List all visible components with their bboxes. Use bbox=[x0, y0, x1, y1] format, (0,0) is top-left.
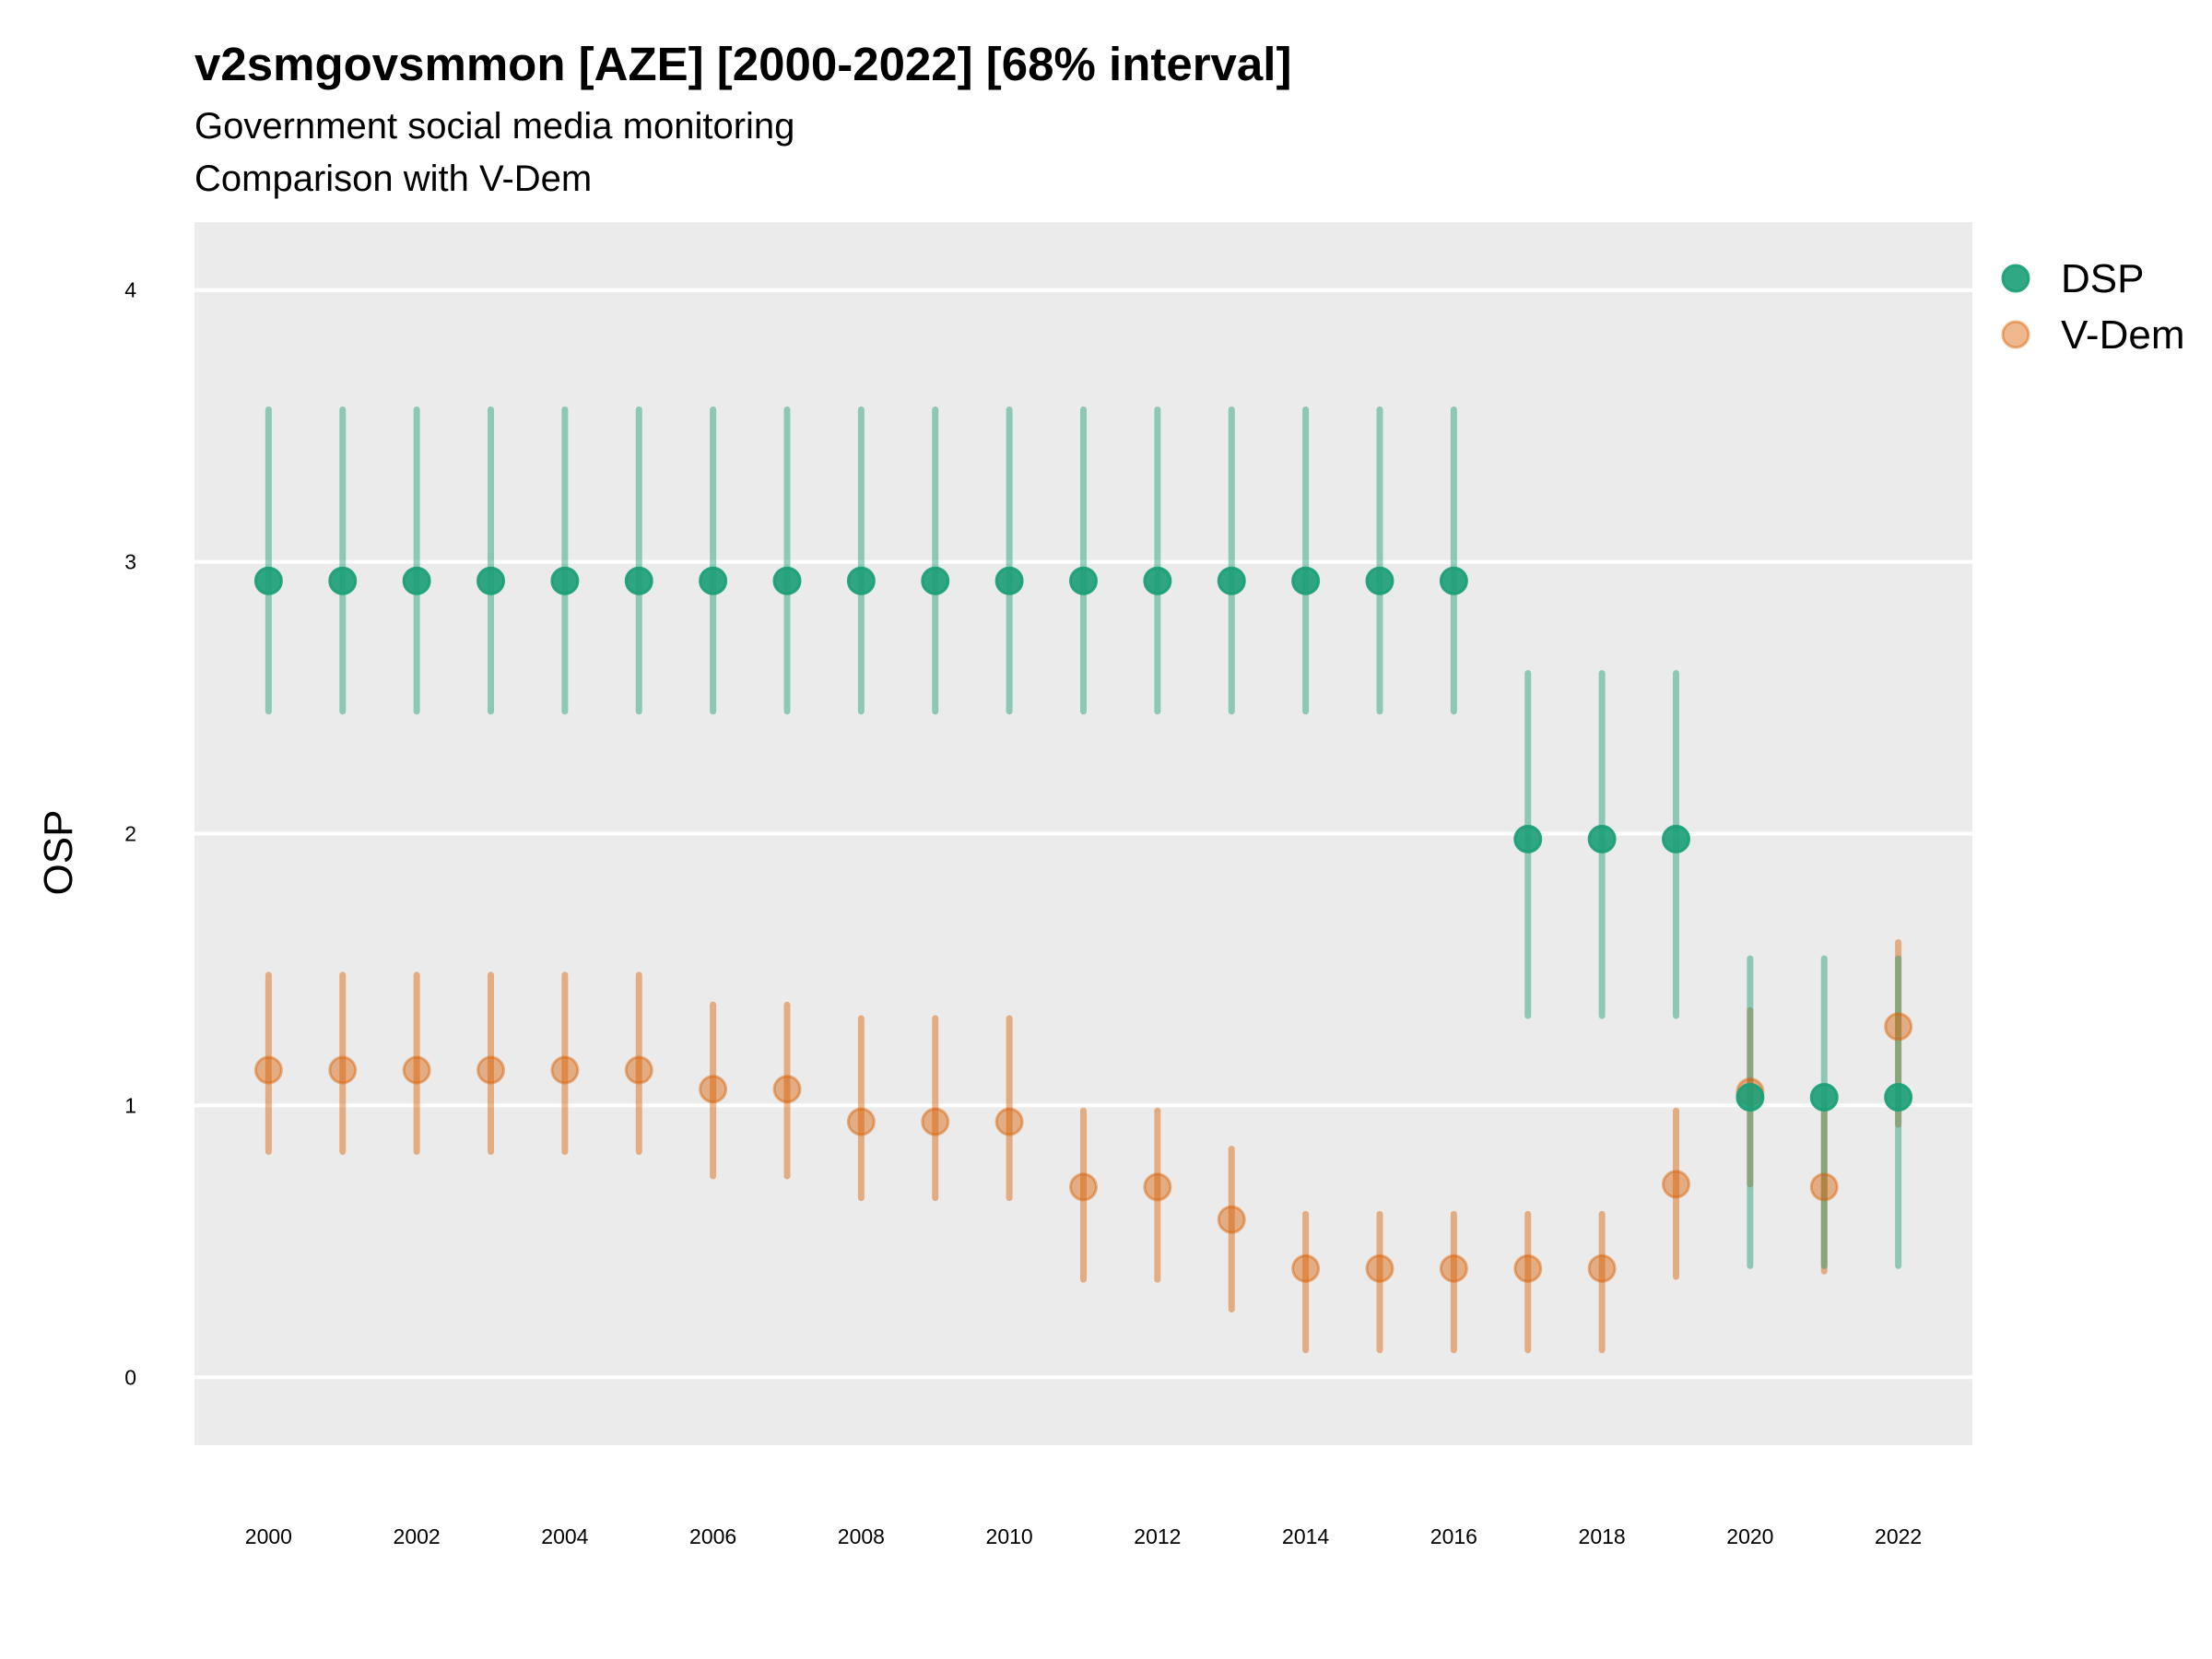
x-tick-label: 2004 bbox=[541, 1524, 588, 1548]
point-v-dem bbox=[772, 1075, 802, 1104]
point-v-dem bbox=[699, 1075, 728, 1104]
legend-key-v-dem bbox=[2001, 320, 2030, 349]
point-dsp bbox=[550, 566, 580, 595]
x-tick-label: 2002 bbox=[394, 1524, 441, 1548]
x-tick-label: 2006 bbox=[689, 1524, 736, 1548]
point-dsp bbox=[477, 566, 505, 595]
point-dsp bbox=[994, 566, 1024, 595]
y-tick-label: 4 bbox=[124, 278, 136, 302]
point-dsp bbox=[772, 566, 802, 595]
y-tick-label: 3 bbox=[124, 550, 136, 574]
x-tick-label: 2018 bbox=[1579, 1524, 1626, 1548]
point-dsp bbox=[1217, 566, 1246, 595]
point-dsp bbox=[1069, 566, 1098, 595]
point-v-dem bbox=[1365, 1253, 1394, 1283]
point-v-dem bbox=[477, 1055, 505, 1085]
point-dsp bbox=[699, 566, 728, 595]
x-tick-label: 2014 bbox=[1282, 1524, 1329, 1548]
point-dsp bbox=[1365, 566, 1394, 595]
point-dsp bbox=[1513, 824, 1543, 853]
y-tick-label: 2 bbox=[124, 822, 136, 846]
point-v-dem bbox=[1439, 1253, 1468, 1283]
chart-subtitle: Government social media monitoring bbox=[194, 106, 795, 147]
x-tick-label: 2022 bbox=[1875, 1524, 1922, 1548]
point-v-dem bbox=[1217, 1205, 1246, 1234]
point-dsp bbox=[921, 566, 950, 595]
y-tick-label: 1 bbox=[124, 1093, 136, 1117]
point-v-dem bbox=[328, 1055, 358, 1085]
point-dsp bbox=[1291, 566, 1321, 595]
y-tick-label: 0 bbox=[124, 1365, 136, 1389]
point-v-dem bbox=[921, 1107, 950, 1136]
point-v-dem bbox=[1069, 1172, 1098, 1202]
point-dsp bbox=[1587, 824, 1617, 853]
point-dsp bbox=[1809, 1083, 1839, 1112]
point-v-dem bbox=[994, 1107, 1024, 1136]
point-dsp bbox=[402, 566, 431, 595]
x-tick-label: 2016 bbox=[1430, 1524, 1477, 1548]
point-dsp bbox=[1439, 566, 1468, 595]
point-dsp bbox=[624, 566, 653, 595]
point-dsp bbox=[1884, 1083, 1913, 1112]
x-tick-label: 2020 bbox=[1726, 1524, 1773, 1548]
point-dsp bbox=[1662, 824, 1690, 853]
point-v-dem bbox=[846, 1107, 876, 1136]
point-v-dem bbox=[624, 1055, 653, 1085]
point-v-dem bbox=[1513, 1253, 1543, 1283]
x-tick-label: 2008 bbox=[838, 1524, 885, 1548]
point-dsp bbox=[1143, 566, 1172, 595]
point-v-dem bbox=[402, 1055, 431, 1085]
point-v-dem bbox=[1662, 1170, 1690, 1199]
point-dsp bbox=[253, 566, 283, 595]
point-v-dem bbox=[1143, 1172, 1172, 1202]
x-tick-label: 2012 bbox=[1134, 1524, 1181, 1548]
point-v-dem bbox=[253, 1055, 283, 1085]
point-dsp bbox=[846, 566, 876, 595]
legend-label: V-Dem bbox=[2061, 312, 2184, 358]
point-dsp bbox=[328, 566, 358, 595]
point-v-dem bbox=[1291, 1253, 1321, 1283]
point-v-dem bbox=[1587, 1253, 1617, 1283]
x-tick-label: 2010 bbox=[986, 1524, 1033, 1548]
point-v-dem bbox=[1884, 1012, 1913, 1041]
y-axis-label: OSP bbox=[36, 810, 81, 896]
legend-key-dsp bbox=[2001, 264, 2030, 293]
point-v-dem bbox=[1809, 1172, 1839, 1202]
legend-label: DSP bbox=[2061, 256, 2144, 301]
chart-title: v2smgovsmmon [AZE] [2000-2022] [68% inte… bbox=[194, 38, 1292, 90]
x-tick-label: 2000 bbox=[245, 1524, 292, 1548]
point-v-dem bbox=[550, 1055, 580, 1085]
chart-caption: Comparison with V-Dem bbox=[194, 159, 593, 199]
point-dsp bbox=[1735, 1083, 1765, 1112]
